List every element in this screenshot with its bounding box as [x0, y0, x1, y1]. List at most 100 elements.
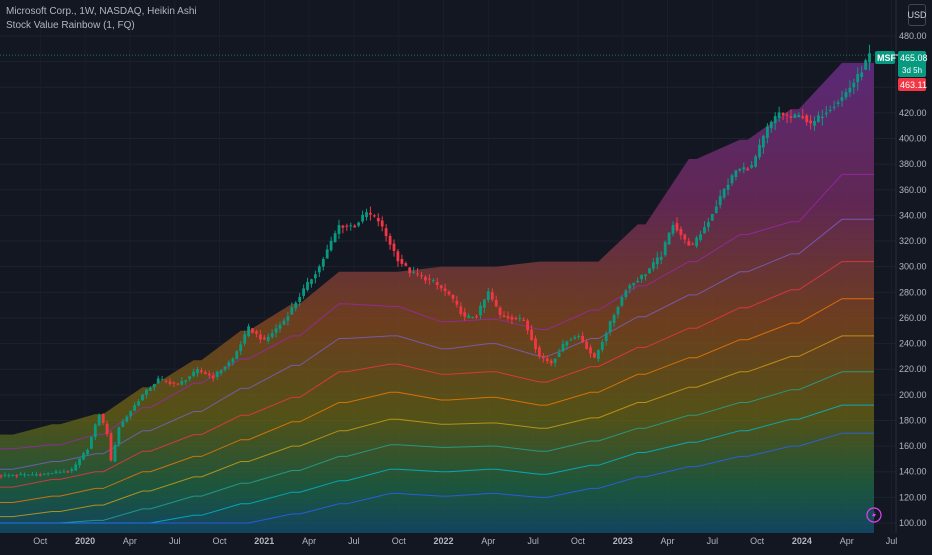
candle-body — [612, 315, 616, 324]
x-tick-label: 2023 — [613, 536, 633, 546]
candle-body — [652, 262, 655, 269]
candle-body — [35, 474, 38, 476]
y-tick-label: 120.00 — [899, 492, 927, 502]
y-tick-label: 340.00 — [899, 210, 927, 220]
candle-body — [160, 379, 164, 381]
candle-body — [722, 188, 726, 198]
candle-body — [164, 380, 168, 382]
candle-body — [636, 280, 640, 283]
candle-body — [754, 156, 757, 167]
candle-body — [400, 259, 404, 264]
y-tick-label: 400.00 — [899, 134, 927, 144]
candle-body — [46, 473, 50, 475]
candle-body — [534, 338, 537, 350]
candle-body — [758, 144, 761, 158]
candle-body — [868, 53, 871, 63]
candle-body — [302, 288, 305, 296]
y-tick-label: 360.00 — [899, 185, 927, 195]
candle-body — [86, 449, 89, 455]
candle-body — [172, 382, 176, 384]
candle-body — [294, 302, 298, 309]
candle-body — [797, 114, 801, 118]
candle-body — [821, 116, 824, 118]
y-tick-label: 420.00 — [899, 108, 927, 118]
x-tick-label: Oct — [571, 536, 586, 546]
candle-body — [50, 473, 54, 475]
currency-button[interactable]: USD — [908, 4, 927, 26]
x-tick-label: Jul — [169, 536, 181, 546]
candle-body — [600, 342, 604, 350]
candle-body — [648, 268, 651, 274]
candle-body — [828, 109, 832, 111]
candle-body — [553, 358, 557, 363]
candle-body — [337, 225, 341, 234]
candle-body — [270, 333, 274, 337]
y-tick-label: 320.00 — [899, 236, 927, 246]
candle-body — [443, 288, 447, 292]
candle-body — [388, 235, 392, 245]
candle-body — [416, 273, 419, 275]
candle-body — [66, 471, 70, 473]
rainbow-line-gold — [0, 335, 874, 518]
candle-body — [785, 114, 789, 116]
candle-body — [817, 115, 820, 122]
candle-body — [7, 475, 11, 477]
candle-body — [204, 372, 207, 375]
candle-body — [137, 401, 140, 406]
candle-body — [262, 337, 266, 340]
candle-body — [667, 232, 671, 245]
candle-body — [809, 120, 812, 124]
candle-body — [687, 241, 691, 246]
candle-body — [777, 112, 781, 118]
candle-body — [373, 215, 376, 217]
candle-body — [247, 326, 250, 336]
candle-body — [251, 328, 254, 333]
candle-body — [486, 291, 490, 300]
y-tick-label: 260.00 — [899, 313, 927, 323]
candle-body — [93, 424, 97, 438]
candle-body — [0, 475, 3, 477]
candle-body — [286, 316, 290, 321]
candle-body — [852, 82, 856, 88]
candle-body — [813, 121, 816, 126]
candle-body — [498, 307, 502, 315]
candle-body — [290, 307, 294, 315]
candle-body — [545, 358, 549, 362]
candle-body — [15, 475, 19, 477]
x-tick-label: Jul — [886, 536, 898, 546]
candle-body — [141, 394, 144, 401]
candle-body — [82, 453, 85, 460]
candle-body — [573, 337, 577, 339]
candle-body — [243, 334, 247, 344]
candle-body — [404, 263, 408, 266]
x-tick-label: Jul — [348, 536, 360, 546]
candle-body — [726, 184, 730, 190]
candle-body — [738, 168, 742, 171]
candle-body — [109, 433, 113, 461]
candle-body — [369, 212, 372, 215]
x-axis[interactable]: Oct 2020 Apr Jul Oct 2021 Apr Jul Oct 2022 Apr Jul O… — [33, 536, 897, 546]
last-price-tag-bg — [898, 51, 926, 77]
candle-body — [168, 381, 172, 384]
candle-body — [541, 356, 545, 359]
x-tick-label: Oct — [750, 536, 765, 546]
candle-body — [129, 411, 133, 417]
candle-body — [125, 416, 129, 422]
ha-close-tag-bg — [898, 78, 926, 91]
candle-body — [392, 243, 396, 251]
candle-body — [604, 333, 608, 341]
symbol-label: MSFT — [877, 53, 902, 63]
candle-body — [490, 292, 494, 300]
lightning-icon[interactable] — [866, 507, 882, 523]
candle-body — [439, 285, 443, 289]
y-tick-label: 200.00 — [899, 390, 927, 400]
candle-body — [518, 318, 522, 320]
indicator-label[interactable]: Stock Value Rainbow (1, FQ) — [6, 20, 135, 31]
candle-body — [769, 121, 773, 129]
candle-body — [266, 336, 270, 341]
candle-body — [176, 383, 180, 385]
candle-body — [659, 256, 663, 260]
y-axis[interactable]: 480.00460.00440.00420.00400.00380.00360.… — [899, 31, 927, 528]
